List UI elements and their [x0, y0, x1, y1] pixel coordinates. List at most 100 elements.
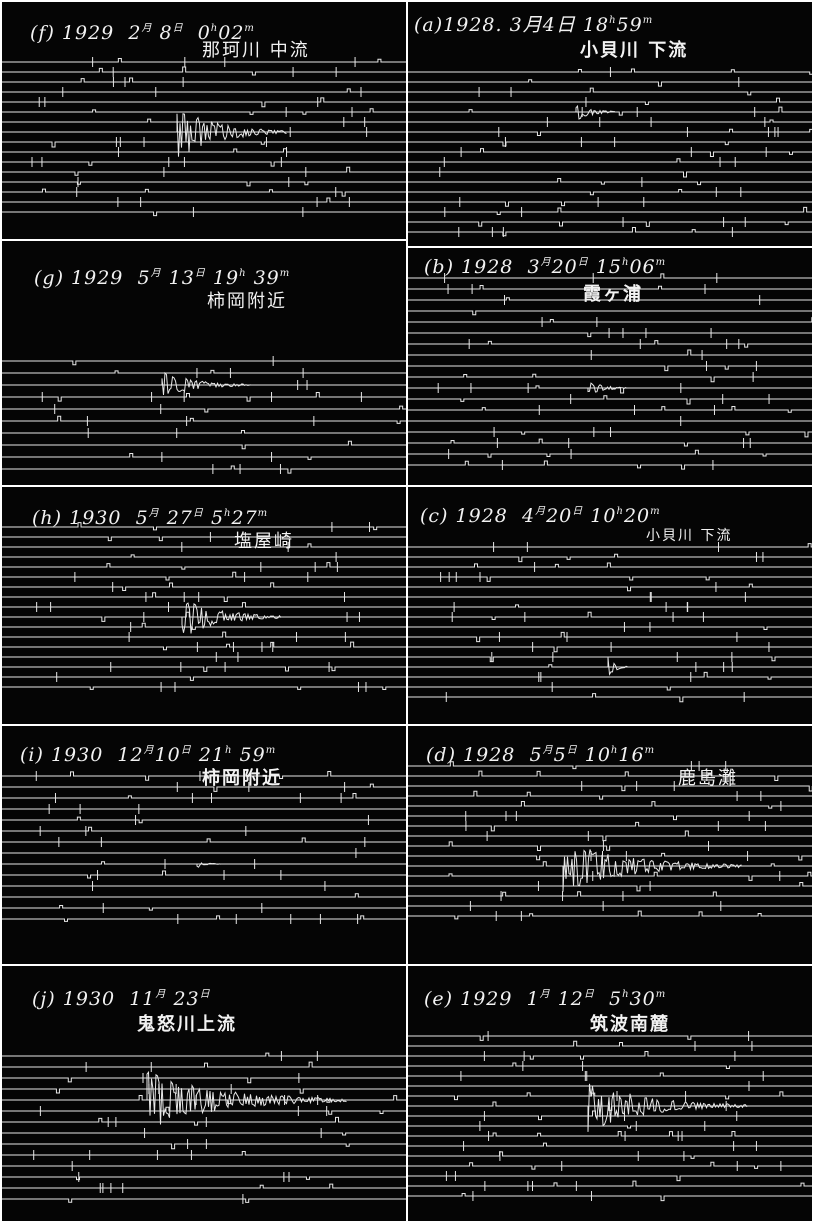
panel-d: (d) 1928 5月5日 10h16m 鹿島灘 — [408, 726, 812, 964]
trace-line — [2, 188, 406, 197]
trace-line — [408, 373, 812, 383]
trace-line — [408, 1125, 812, 1129]
trace-line — [408, 340, 812, 348]
trace-line — [2, 915, 406, 922]
trace-h — [2, 522, 406, 692]
trace-line — [408, 226, 812, 237]
trace-line — [408, 106, 812, 116]
panel-j: (j) 1930 11月 23日 鬼怒川上流 — [2, 966, 406, 1221]
trace-a — [408, 67, 812, 237]
trace-line — [2, 611, 406, 622]
trace-line — [408, 395, 812, 405]
trace-line — [408, 891, 812, 897]
trace-line — [408, 171, 812, 178]
trace-line — [2, 88, 406, 93]
trace-line — [2, 141, 406, 148]
label-e: (e) 1929 1月 12日 5h30m — [424, 988, 667, 1010]
trace-e — [408, 1031, 812, 1202]
place-d: 鹿島灘 — [678, 768, 738, 789]
trace-line — [408, 543, 812, 548]
seismic-burst — [562, 849, 742, 892]
trace-line — [408, 1142, 812, 1147]
trace-line — [408, 128, 812, 136]
trace-line — [2, 641, 406, 651]
panel-i: (i) 1930 12月10日 21h 59m 柿岡附近 — [2, 726, 406, 964]
trace-line — [2, 861, 406, 865]
trace-line — [408, 604, 812, 608]
trace-line — [2, 415, 406, 424]
panel-a: (a)1928. 3月4日 18h59m 小貝川 下流 — [408, 2, 812, 246]
label-i: (i) 1930 12月10日 21h 59m — [20, 744, 277, 766]
trace-line — [408, 431, 812, 438]
trace-line — [408, 1180, 812, 1187]
trace-g — [2, 356, 406, 474]
trace-line — [408, 188, 812, 196]
label-a: (a)1928. 3月4日 18h59m — [414, 14, 654, 36]
seismic-burst — [161, 371, 251, 396]
trace-line — [2, 57, 406, 63]
place-b: 霞ヶ浦 — [583, 284, 643, 305]
trace-line — [408, 1062, 812, 1069]
place-a: 小貝川 下流 — [580, 40, 689, 61]
trace-line — [2, 211, 406, 217]
trace-line — [2, 622, 406, 630]
trace-line — [2, 893, 406, 898]
trace-line — [408, 785, 812, 792]
label-d: (d) 1928 5月5日 10h16m — [426, 744, 656, 766]
trace-line — [408, 158, 812, 163]
trace-line — [2, 816, 406, 824]
trace-line — [408, 206, 812, 215]
trace-line — [2, 554, 406, 558]
trace-line — [2, 1106, 406, 1115]
trace-line — [2, 536, 406, 542]
trace-line — [408, 881, 812, 892]
panel-h: (h) 1930 5月 27日 5h27m 塩屋崎 — [2, 487, 406, 724]
trace-line — [2, 440, 406, 450]
trace-line — [408, 201, 812, 207]
trace-line — [408, 221, 812, 227]
trace-line — [408, 790, 812, 800]
trace-line — [2, 369, 406, 374]
trace-line — [2, 166, 406, 176]
trace-line — [2, 161, 406, 167]
panel-c: (c) 1928 4月20日 10h20m 小貝川 下流 — [408, 487, 812, 724]
trace-line — [408, 770, 812, 782]
trace-line — [2, 1088, 406, 1094]
trace-line — [2, 77, 406, 83]
trace-line — [408, 406, 812, 413]
trace-line — [2, 592, 406, 603]
trace-line — [408, 141, 812, 147]
trace-line — [408, 1101, 812, 1111]
trace-line — [408, 646, 812, 653]
trace-line — [408, 1050, 812, 1060]
seismic-burst — [607, 657, 628, 676]
trace-line — [408, 1161, 812, 1170]
trace-line — [408, 631, 812, 643]
trace-line — [408, 332, 812, 338]
label-b: (b) 1928 3月20日 15h06m — [424, 256, 667, 278]
panel-b: (b) 1928 3月20日 15h06m 霞ヶ浦 — [408, 248, 812, 485]
label-h: (h) 1930 5月 27日 5h27m — [32, 507, 269, 529]
panel-f: (f) 1929 2月 8日 0h02m 那珂川 中流 — [2, 2, 406, 239]
trace-line — [408, 317, 812, 323]
trace-line — [408, 671, 812, 680]
trace-line — [408, 1110, 812, 1121]
place-f: 那珂川 中流 — [202, 40, 310, 61]
label-g: (g) 1929 5月 13日 19h 39m — [34, 267, 291, 289]
seismic-burst — [176, 113, 287, 157]
seismic-burst — [146, 1070, 347, 1125]
trace-line — [408, 664, 812, 668]
trace-line — [2, 1143, 406, 1150]
trace-line — [2, 97, 406, 108]
label-c: (c) 1928 4月20日 10h20m — [420, 505, 661, 527]
trace-line — [408, 119, 812, 123]
trace-line — [408, 1175, 812, 1182]
trace-i — [2, 771, 406, 924]
trace-line — [2, 391, 406, 402]
trace-line — [2, 562, 406, 570]
trace-line — [2, 676, 406, 681]
trace-line — [408, 583, 812, 592]
trace-line — [408, 1072, 812, 1077]
trace-line — [408, 1035, 812, 1041]
